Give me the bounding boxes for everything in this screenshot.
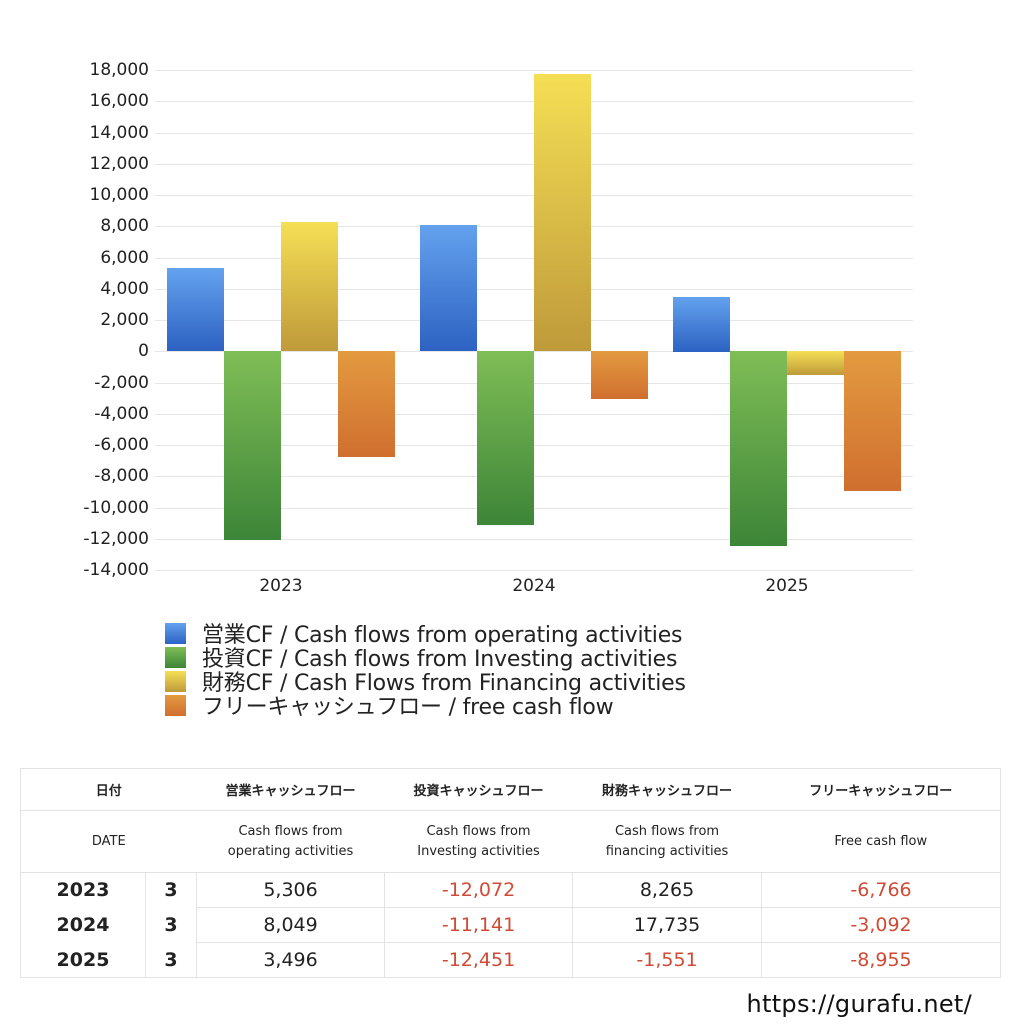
bar [591, 351, 648, 399]
bar [420, 225, 477, 351]
legend-swatch-investing [165, 646, 186, 668]
cell-operating: 3,496 [196, 942, 386, 978]
y-tick-label: 12,000 [89, 154, 149, 174]
bar [167, 268, 224, 351]
bar [224, 351, 281, 540]
y-tick-label: -4,000 [94, 404, 149, 424]
y-tick-label: -14,000 [83, 560, 149, 580]
x-tick-label: 2023 [259, 576, 303, 596]
header-operating-jp: 営業キャッシュフロー [196, 768, 385, 811]
legend-swatch-financing [165, 670, 186, 692]
y-tick-label: -10,000 [83, 498, 149, 518]
chart-legend: 営業CF / Cash flows from operating activit… [165, 621, 686, 720]
y-tick-label: 0 [138, 341, 149, 361]
y-tick-label: 10,000 [89, 185, 149, 205]
y-tick-label: -2,000 [94, 373, 149, 393]
y-tick-label: -6,000 [94, 435, 149, 455]
legend-item-free-cash-flow: フリーキャッシュフロー / free cash flow [165, 693, 686, 720]
header-operating-en: Cash flows from operating activities [196, 810, 385, 873]
header-financing-en: Cash flows from financing activities [572, 810, 762, 873]
gridline [155, 70, 913, 71]
bar [673, 297, 730, 352]
header-date-jp: 日付 [19, 768, 197, 811]
y-tick-label: 18,000 [89, 60, 149, 80]
header-free-jp: フリーキャッシュフロー [761, 768, 1002, 811]
x-tick-label: 2025 [765, 576, 809, 596]
bar [338, 351, 395, 457]
y-tick-label: 16,000 [89, 91, 149, 111]
legend-swatch-operating [165, 622, 186, 644]
cell-free: -3,092 [761, 907, 1002, 943]
cell-investing: -11,141 [384, 907, 574, 943]
header-investing-jp: 投資キャッシュフロー [384, 768, 573, 811]
legend-label: 財務CF / Cash Flows from Financing activit… [202, 671, 686, 696]
gridline [155, 351, 913, 352]
legend-swatch-free-cash-flow [165, 694, 186, 716]
y-tick-label: 14,000 [89, 123, 149, 143]
x-tick-label: 2024 [512, 576, 556, 596]
table-header-jp: 日付 営業キャッシュフロー 投資キャッシュフロー 財務キャッシュフロー フリーキ… [19, 768, 1002, 811]
cell-financing: 8,265 [572, 872, 763, 908]
cell-free: -6,766 [761, 872, 1002, 908]
cell-financing: 17,735 [572, 907, 763, 943]
table-row: 2025 3 3,496 -12,451 -1,551 -8,955 [20, 942, 1002, 978]
cell-year: 2025 [20, 942, 146, 978]
bar [477, 351, 534, 525]
y-tick-label: 6,000 [100, 248, 149, 268]
header-financing-jp: 財務キャッシュフロー [572, 768, 762, 811]
cell-investing: -12,072 [384, 872, 574, 908]
y-tick-label: -12,000 [83, 529, 149, 549]
legend-label: 投資CF / Cash flows from Investing activit… [202, 647, 678, 672]
y-tick-label: 8,000 [100, 216, 149, 236]
gridline [155, 539, 913, 540]
cell-month: 3 [144, 907, 198, 943]
cell-operating: 8,049 [196, 907, 386, 943]
y-tick-label: 2,000 [100, 310, 149, 330]
cell-operating: 5,306 [196, 872, 386, 908]
cell-year: 2023 [20, 872, 146, 908]
bar [787, 351, 844, 375]
legend-label: 営業CF / Cash flows from operating activit… [202, 623, 683, 648]
legend-item-investing: 投資CF / Cash flows from Investing activit… [165, 645, 686, 672]
gridline [155, 414, 913, 415]
header-date-en: DATE [19, 810, 197, 873]
y-tick-label: 4,000 [100, 279, 149, 299]
legend-label: フリーキャッシュフロー / free cash flow [202, 695, 614, 720]
table-header-en: DATE Cash flows from operating activitie… [19, 810, 1002, 873]
bar [730, 351, 787, 546]
table-row: 2023 3 5,306 -12,072 8,265 -6,766 [20, 872, 1002, 908]
bar [281, 222, 338, 351]
bar [844, 351, 901, 491]
gridline [155, 570, 913, 571]
header-investing-en: Cash flows from Investing activities [384, 810, 573, 873]
cell-month: 3 [144, 872, 198, 908]
cell-free: -8,955 [761, 942, 1002, 978]
cash-flow-table: 日付 営業キャッシュフロー 投資キャッシュフロー 財務キャッシュフロー フリーキ… [19, 768, 1002, 978]
header-free-en: Free cash flow [761, 810, 1002, 873]
cell-investing: -12,451 [384, 942, 574, 978]
cell-month: 3 [144, 942, 198, 978]
legend-item-operating: 営業CF / Cash flows from operating activit… [165, 621, 686, 648]
cell-year: 2024 [20, 907, 146, 943]
site-url[interactable]: https://gurafu.net/ [746, 990, 972, 1018]
legend-item-financing: 財務CF / Cash Flows from Financing activit… [165, 669, 686, 696]
cash-flow-bar-chart: 18,000 16,000 14,000 12,000 10,000 8,000 6,000… [83, 60, 913, 596]
gridline [155, 445, 913, 446]
gridline [155, 476, 913, 477]
gridline [155, 383, 913, 384]
table-row: 2024 3 8,049 -11,141 17,735 -3,092 [20, 907, 1002, 943]
cell-financing: -1,551 [572, 942, 763, 978]
gridline [155, 508, 913, 509]
y-tick-label: -8,000 [94, 466, 149, 486]
bar [534, 74, 591, 351]
